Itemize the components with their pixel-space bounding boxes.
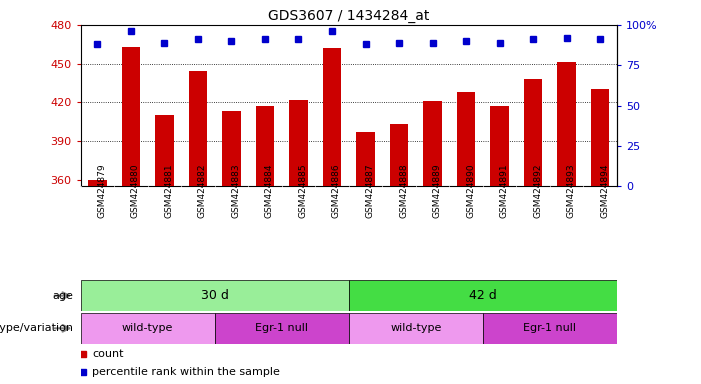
Text: 42 d: 42 d — [469, 289, 497, 302]
Text: GSM424890: GSM424890 — [466, 164, 475, 218]
Text: GSM424880: GSM424880 — [131, 164, 140, 218]
Text: GSM424887: GSM424887 — [365, 164, 374, 218]
Bar — [290, 100, 308, 186]
Bar — [122, 47, 140, 186]
Text: GSM424882: GSM424882 — [198, 164, 207, 218]
Bar — [557, 62, 576, 186]
Text: Egr-1 null: Egr-1 null — [255, 323, 308, 333]
Text: GSM424879: GSM424879 — [97, 164, 107, 218]
Text: genotype/variation: genotype/variation — [0, 323, 74, 333]
Bar — [390, 124, 408, 186]
Bar — [88, 180, 107, 186]
Bar — [256, 106, 274, 186]
Bar — [423, 101, 442, 186]
Text: GSM424884: GSM424884 — [265, 164, 274, 218]
Text: age: age — [53, 291, 74, 301]
Text: GSM424885: GSM424885 — [299, 164, 308, 218]
Bar — [189, 71, 207, 186]
Text: Egr-1 null: Egr-1 null — [524, 323, 576, 333]
Text: percentile rank within the sample: percentile rank within the sample — [93, 366, 280, 377]
Bar — [215, 313, 349, 344]
Text: GSM424886: GSM424886 — [332, 164, 341, 218]
Text: GSM424888: GSM424888 — [399, 164, 408, 218]
Text: GSM424883: GSM424883 — [231, 164, 240, 218]
Text: count: count — [93, 349, 124, 359]
Bar — [483, 313, 617, 344]
Bar — [81, 280, 349, 311]
Bar — [349, 313, 483, 344]
Text: GSM424892: GSM424892 — [533, 164, 542, 218]
Text: GSM424894: GSM424894 — [600, 164, 609, 218]
Text: GSM424889: GSM424889 — [433, 164, 442, 218]
Bar — [356, 132, 375, 186]
Text: GSM424881: GSM424881 — [165, 164, 173, 218]
Bar — [81, 313, 215, 344]
Bar — [591, 89, 609, 186]
Bar — [155, 115, 174, 186]
Text: wild-type: wild-type — [122, 323, 173, 333]
Bar — [524, 79, 543, 186]
Bar — [322, 48, 341, 186]
Text: GSM424893: GSM424893 — [566, 164, 576, 218]
Text: GSM424891: GSM424891 — [500, 164, 508, 218]
Text: wild-type: wild-type — [390, 323, 442, 333]
Bar — [222, 111, 240, 186]
Text: 30 d: 30 d — [200, 289, 229, 302]
Bar — [349, 280, 617, 311]
Bar — [457, 92, 475, 186]
Bar — [491, 106, 509, 186]
Title: GDS3607 / 1434284_at: GDS3607 / 1434284_at — [268, 8, 430, 23]
